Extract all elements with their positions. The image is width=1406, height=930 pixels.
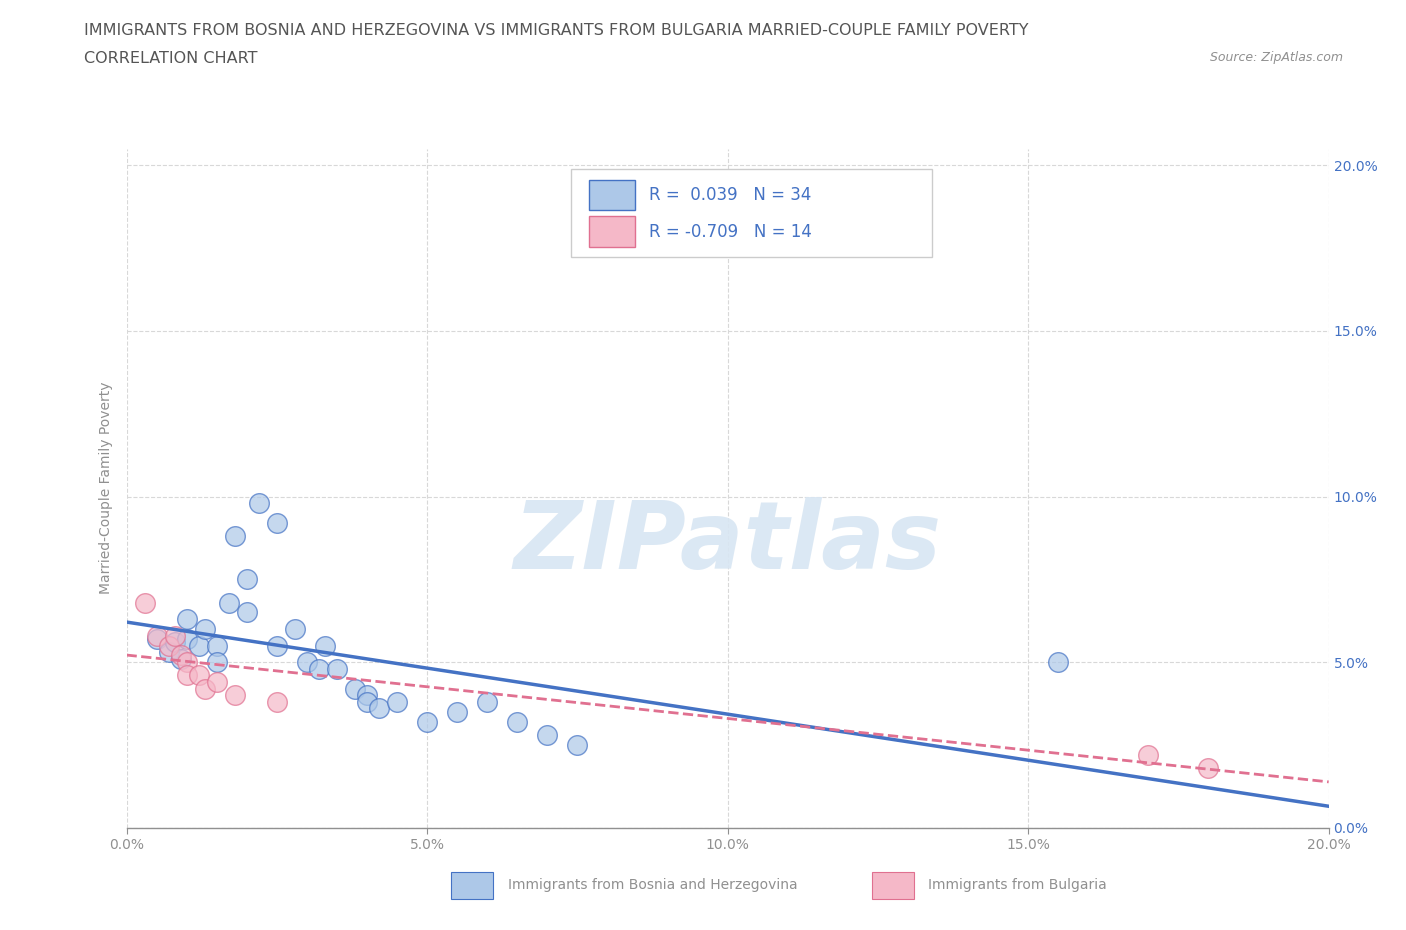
- Bar: [589, 217, 636, 246]
- Point: [356, 688, 378, 703]
- Point: [536, 727, 558, 742]
- Point: [343, 681, 366, 696]
- Point: [205, 638, 228, 653]
- Point: [176, 668, 198, 683]
- Point: [326, 661, 349, 676]
- Bar: [571, 169, 932, 258]
- Point: [506, 714, 529, 729]
- Text: R = -0.709   N = 14: R = -0.709 N = 14: [650, 222, 813, 241]
- Point: [266, 638, 288, 653]
- Point: [266, 515, 288, 530]
- Point: [218, 595, 240, 610]
- Point: [163, 635, 186, 650]
- Text: Source: ZipAtlas.com: Source: ZipAtlas.com: [1209, 51, 1343, 64]
- Point: [295, 655, 318, 670]
- Point: [416, 714, 439, 729]
- Point: [356, 695, 378, 710]
- Point: [224, 688, 246, 703]
- Point: [475, 695, 498, 710]
- Point: [157, 644, 180, 659]
- Text: ZIPatlas: ZIPatlas: [513, 497, 942, 589]
- Text: R =  0.039   N = 34: R = 0.039 N = 34: [650, 186, 811, 204]
- Point: [235, 605, 259, 620]
- Y-axis label: Married-Couple Family Poverty: Married-Couple Family Poverty: [100, 382, 114, 594]
- Point: [157, 638, 180, 653]
- Point: [187, 638, 209, 653]
- Point: [1197, 761, 1219, 776]
- Point: [567, 737, 589, 752]
- Point: [169, 651, 191, 666]
- Point: [145, 631, 167, 646]
- Point: [145, 628, 167, 643]
- Text: IMMIGRANTS FROM BOSNIA AND HERZEGOVINA VS IMMIGRANTS FROM BULGARIA MARRIED-COUPL: IMMIGRANTS FROM BOSNIA AND HERZEGOVINA V…: [84, 23, 1029, 38]
- Point: [194, 681, 217, 696]
- Point: [194, 621, 217, 636]
- Point: [224, 529, 246, 544]
- Bar: [872, 871, 914, 899]
- Point: [284, 621, 307, 636]
- Point: [308, 661, 330, 676]
- Point: [1047, 655, 1070, 670]
- Point: [266, 695, 288, 710]
- Point: [176, 612, 198, 627]
- Point: [187, 668, 209, 683]
- Text: Immigrants from Bosnia and Herzegovina: Immigrants from Bosnia and Herzegovina: [508, 879, 797, 893]
- Point: [314, 638, 336, 653]
- Point: [205, 655, 228, 670]
- Point: [385, 695, 408, 710]
- Text: CORRELATION CHART: CORRELATION CHART: [84, 51, 257, 66]
- Text: Immigrants from Bulgaria: Immigrants from Bulgaria: [928, 879, 1107, 893]
- Point: [368, 701, 391, 716]
- Point: [176, 655, 198, 670]
- Bar: [451, 871, 494, 899]
- Point: [247, 496, 270, 511]
- Point: [446, 704, 468, 719]
- Point: [205, 674, 228, 689]
- Point: [134, 595, 156, 610]
- Point: [1137, 748, 1160, 763]
- Point: [176, 631, 198, 646]
- Point: [169, 648, 191, 663]
- Point: [163, 628, 186, 643]
- Point: [235, 572, 259, 587]
- Bar: [589, 179, 636, 210]
